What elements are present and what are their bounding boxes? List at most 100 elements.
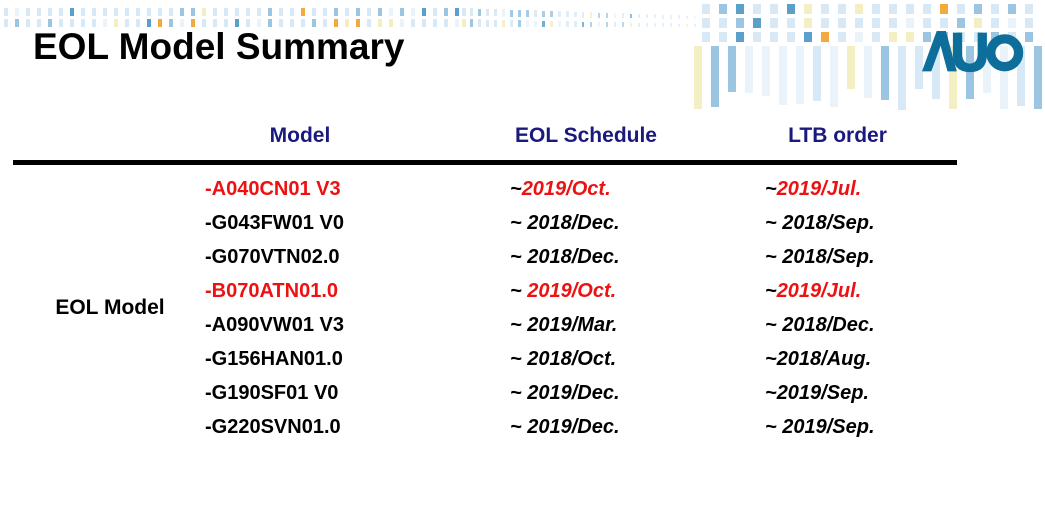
decor-square [26,8,30,16]
date-value: 2019/Jul. [776,279,862,302]
decor-square [367,8,371,16]
tilde-prefix: ~ [510,279,528,302]
tilde-prefix: ~ [765,211,783,234]
date-value: 2018/Sep. [782,211,875,234]
decor-square [974,4,982,14]
decor-square [494,19,498,27]
decor-square [518,9,522,17]
table-rows: -A040CN01 V3 ~2019/Oct. ~2019/Jul. -G043FW0… [190,172,955,444]
decor-square [646,22,648,27]
decor-square [923,4,931,14]
page-title: EOL Model Summary [33,26,405,67]
tilde-prefix: ~ [510,177,522,200]
decor-square [312,8,316,16]
decor-square [125,19,129,27]
decor-square [694,46,702,110]
decor-square [455,8,459,16]
decor-square [4,19,8,27]
decor-square [70,19,74,27]
decor-square [787,4,795,14]
header-spacer [30,124,190,148]
model-cell: -B070ATN01.0 [205,279,339,302]
decor-square [191,19,195,27]
decor-square [838,18,846,28]
decor-square [821,32,829,42]
decor-square [312,19,316,27]
ltb-order-cell: ~ 2018/Dec. [720,314,955,337]
decor-square [670,23,672,27]
decor-square [566,21,569,27]
decor-square [932,46,940,100]
tilde-prefix: ~ [510,211,528,234]
decor-square [59,19,63,27]
decor-square [796,46,804,105]
ltb-order-cell: ~ 2018/Sep. [720,212,955,235]
decor-square [736,32,744,42]
decor-square [762,46,770,96]
decor-square [279,8,283,16]
decor-square [558,21,561,27]
decor-square [526,20,529,27]
decor-square [1000,46,1008,110]
decor-square [494,9,498,17]
decor-square [279,19,283,27]
decor-square [606,22,609,27]
ltb-order-cell: ~2019/Jul. [720,280,955,303]
decor-square [779,46,787,105]
decor-square [37,8,41,16]
decor-square [462,8,466,16]
decor-square [719,18,727,28]
decor-square [70,8,74,16]
decor-square [606,12,609,18]
decor-square [622,13,625,18]
model-cell: -G190SF01 V0 [205,381,339,404]
decor-square [334,8,338,16]
ltb-order-cell: ~2019/Sep. [720,382,955,405]
decor-square [872,32,880,42]
decor-square [736,18,744,28]
decor-square [290,8,294,16]
tilde-prefix: ~ [510,313,528,336]
decor-square [646,14,648,19]
decor-square [753,18,761,28]
decor-square [940,18,948,28]
tilde-prefix: ~ [765,313,783,336]
decor-square [915,46,923,89]
decor-square [455,19,459,27]
decor-square [147,19,151,27]
decor-square [125,8,129,16]
table-row: -G070VTN02.0 ~ 2018/Dec. ~ 2018/Sep. [190,240,955,274]
decor-square [813,46,821,101]
date-value: 2018/Dec. [527,245,620,268]
decor-square [906,4,914,14]
date-value: 2019/Jul. [776,177,862,200]
model-cell: -G043FW01 V0 [205,211,344,234]
decor-square [821,4,829,14]
decor-square [847,46,855,90]
decor-square [470,19,474,27]
tilde-prefix: ~ [510,347,528,370]
decor-square [15,19,19,27]
decor-square [169,8,173,16]
decor-square [686,23,688,27]
eol-schedule-cell: ~ 2018/Oct. [480,348,720,371]
decor-square [662,23,664,27]
decor-square [191,8,195,16]
date-value: 2019/Sep. [776,381,869,404]
decor-square [662,14,664,19]
decor-square [753,4,761,14]
decor-square [378,8,382,16]
decor-square [550,10,553,18]
date-value: 2018/Sep. [782,245,875,268]
column-header-ltb-order: LTB order [788,124,887,147]
decor-square [246,19,250,27]
decor-square [855,4,863,14]
decor-square [213,19,217,27]
decor-square [224,19,228,27]
decor-square [804,18,812,28]
decor-square [830,46,838,107]
decor-square [598,21,601,27]
row-group-label: EOL Model [55,296,165,319]
decor-square [502,19,506,27]
